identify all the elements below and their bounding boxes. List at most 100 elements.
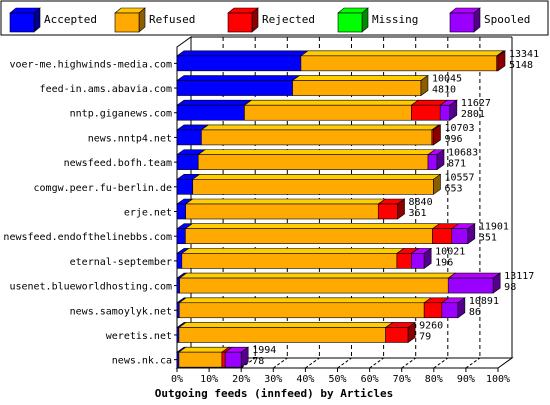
total-label: 13341 bbox=[509, 49, 539, 60]
bar-segment-refused bbox=[299, 50, 505, 72]
bar-front-face bbox=[185, 228, 433, 244]
bar-segment-refused bbox=[177, 346, 230, 368]
x-tick-label: 50% bbox=[328, 374, 346, 385]
accepted-label: 653 bbox=[444, 183, 462, 194]
bar-front-face bbox=[396, 253, 412, 269]
bar-segment-refused bbox=[291, 74, 429, 97]
legend-label: Accepted bbox=[44, 13, 97, 26]
bar-top-face bbox=[191, 174, 442, 180]
bar-front-face bbox=[292, 80, 422, 96]
bar-segment-accepted bbox=[176, 99, 253, 121]
bar-top-face bbox=[176, 99, 253, 106]
bar-front-face bbox=[176, 277, 180, 294]
bar-side-face bbox=[492, 272, 501, 294]
category-label: feed-in.ams.abavia.com bbox=[40, 84, 172, 95]
x-tick-label: 10% bbox=[200, 374, 218, 385]
category-labels: voer-me.highwinds-media.com feed-in.ams.a… bbox=[3, 59, 177, 367]
legend-label: Spooled bbox=[484, 13, 530, 26]
total-label: 10891 bbox=[469, 296, 499, 307]
bar-front-face bbox=[423, 302, 443, 319]
accepted-label: 79 bbox=[419, 331, 431, 342]
floor-gridline bbox=[465, 357, 481, 369]
accepted-label: 86 bbox=[469, 307, 481, 318]
bar-top-face bbox=[184, 223, 441, 229]
total-label: 10045 bbox=[432, 74, 462, 85]
accepted-label: 871 bbox=[448, 159, 466, 170]
bar-segment-rejected bbox=[384, 321, 417, 344]
bar-front-face bbox=[244, 104, 412, 121]
bar-top-face bbox=[180, 248, 405, 254]
bar-side-face bbox=[497, 50, 506, 72]
total-label: 9260 bbox=[419, 320, 443, 331]
bar-segment-refused bbox=[178, 272, 457, 294]
legend-swatch bbox=[114, 12, 140, 33]
bar-segment-rejected bbox=[377, 198, 406, 220]
bar-segment-spooled bbox=[410, 247, 433, 269]
x-tick-label: 30% bbox=[264, 374, 282, 385]
total-label: 11627 bbox=[461, 98, 491, 109]
accepted-label: 361 bbox=[409, 208, 427, 219]
bar-top-face bbox=[243, 99, 420, 106]
bar-side-face bbox=[397, 198, 405, 220]
bar-side-face bbox=[467, 223, 476, 245]
bar-front-face bbox=[176, 55, 302, 72]
bar-segment-spooled bbox=[427, 149, 445, 171]
accepted-label: 78 bbox=[252, 356, 264, 367]
bar-segment-spooled bbox=[440, 297, 466, 319]
bar-segment-spooled bbox=[224, 346, 250, 368]
category-label: news.samoylyk.net bbox=[70, 306, 172, 317]
x-tick-label: 20% bbox=[232, 374, 250, 385]
bar-front-face bbox=[176, 179, 194, 195]
bar-front-face bbox=[201, 129, 433, 146]
total-label: 11901 bbox=[479, 222, 509, 233]
bar-front-face bbox=[178, 351, 223, 368]
bar-top-face bbox=[447, 272, 502, 279]
x-tick-label: 80% bbox=[425, 374, 443, 385]
bar-top-face bbox=[200, 124, 440, 131]
total-label: 10557 bbox=[444, 172, 474, 183]
category-label: news.nntp4.net bbox=[88, 133, 172, 144]
bar-top-face bbox=[299, 50, 505, 57]
accepted-label: 4810 bbox=[432, 85, 456, 96]
floor-gridline bbox=[401, 357, 416, 369]
x-tick-label: 70% bbox=[393, 374, 411, 385]
bar-front-face bbox=[176, 228, 186, 244]
accepted-label: 351 bbox=[479, 233, 497, 244]
bar-front-face bbox=[451, 228, 469, 244]
bar-front-face bbox=[176, 253, 183, 269]
bar-front-face bbox=[176, 80, 293, 96]
total-label: 10683 bbox=[448, 148, 478, 159]
x-tick-label: 0% bbox=[171, 374, 183, 385]
bar-front-face bbox=[192, 179, 434, 195]
total-label: 10703 bbox=[444, 123, 474, 134]
floor-gridline bbox=[305, 357, 320, 369]
legend-swatch bbox=[227, 12, 253, 33]
bar-front-face bbox=[181, 253, 398, 269]
accepted-label: 5148 bbox=[509, 60, 533, 71]
bar-front-face bbox=[385, 327, 409, 343]
bar-segment-accepted bbox=[176, 75, 301, 96]
accepted-label: 996 bbox=[444, 134, 462, 145]
bar-segment-spooled bbox=[439, 99, 458, 121]
total-label: 10021 bbox=[435, 246, 465, 257]
bar-segment-rejected bbox=[410, 99, 449, 121]
bar-top-face bbox=[197, 149, 436, 155]
bar-front-face bbox=[224, 351, 242, 368]
accepted-label: 2801 bbox=[461, 109, 485, 120]
bar-segment-rejected bbox=[495, 50, 506, 72]
bar-front-face bbox=[427, 154, 438, 170]
bar-front-face bbox=[221, 351, 226, 368]
